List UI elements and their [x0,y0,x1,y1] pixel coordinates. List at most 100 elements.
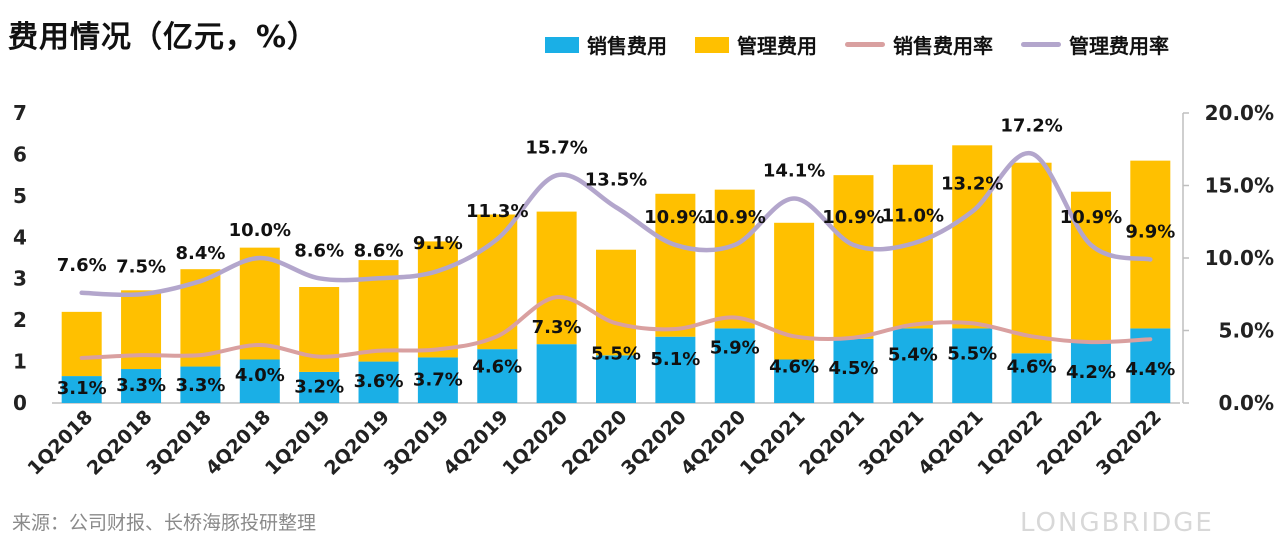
bar-sales [180,366,221,403]
label-admin-rate: 9.1% [413,233,463,254]
bar-sales [239,359,280,403]
legend-label-admin-rate: 管理费用率 [1069,34,1169,58]
source-note: 来源：公司财报、长桥海豚投研整理 [12,512,317,534]
bar-sales [714,328,755,403]
label-sales-rate: 5.5% [591,343,641,364]
label-sales-rate: 5.1% [650,349,700,370]
y-right-tick-label: 5.0% [1219,319,1274,343]
label-sales-rate: 4.5% [829,358,879,379]
label-admin-rate: 10.9% [1060,207,1122,228]
line-sales-rate [79,295,1153,361]
y-left-tick-label: 3 [13,267,27,291]
bar-admin [833,175,874,339]
bar-admin [299,287,340,372]
bar-admin [1011,162,1052,354]
y-right-tick-label: 15.0% [1205,174,1274,198]
bar-sales [952,328,993,403]
bar-sales [1011,353,1052,403]
bar-admin [239,247,280,360]
bar-admin [1130,160,1171,329]
label-admin-rate: 10.9% [704,207,766,228]
legend-item-admin-rate: 管理费用率 [1021,30,1169,59]
y-right-tick-label: 20.0% [1205,101,1274,125]
legend-item-admin: 管理费用 [695,30,817,59]
label-admin-rate: 13.2% [941,174,1003,195]
bar-admin [536,211,577,345]
bar-sales [61,376,102,403]
y-left-tick-label: 4 [13,225,27,249]
bar-sales [417,357,458,403]
chart-title: 费用情况（亿元，%） [8,20,319,55]
legend-label-admin: 管理费用 [737,34,817,58]
y-left-tick-label: 2 [13,308,27,332]
bar-admin [358,260,399,362]
legend-swatch-sales [545,36,579,53]
bar-admin [1070,191,1111,343]
label-admin-rate: 9.9% [1125,221,1175,242]
legend-swatch-sales-rate [845,42,885,47]
legend-label-sales-rate: 销售费用率 [893,34,993,58]
bar-sales [477,349,518,403]
label-sales-rate: 3.1% [57,378,107,399]
label-sales-rate: 7.3% [532,317,582,338]
y-left-tick-label: 1 [13,350,27,374]
bar-admin [655,193,696,337]
bar-sales [1070,342,1111,403]
label-admin-rate: 10.0% [229,220,291,241]
label-admin-rate: 17.2% [1000,116,1062,137]
legend: 销售费用 管理费用 销售费用率 管理费用率 [545,30,1197,59]
bar-admin [596,249,636,356]
label-sales-rate: 3.3% [116,375,166,396]
label-sales-rate: 3.3% [175,375,225,396]
label-admin-rate: 7.6% [57,255,107,276]
x-tick-label: 3Q2022 [1092,406,1166,480]
label-sales-rate: 4.6% [1007,356,1057,377]
label-sales-rate: 4.2% [1066,362,1116,383]
label-admin-rate: 11.3% [466,201,528,222]
bar-sales [655,336,696,403]
label-sales-rate: 4.6% [769,356,819,377]
label-sales-rate: 5.5% [947,343,997,364]
y-right-tick-label: 10.0% [1205,246,1274,270]
label-admin-rate: 8.6% [354,240,404,261]
y-left-tick-label: 5 [13,184,27,208]
label-admin-rate: 14.1% [763,161,825,182]
label-sales-rate: 4.4% [1125,359,1175,380]
legend-item-sales: 销售费用 [545,30,667,59]
bar-sales [833,338,874,403]
legend-swatch-admin-rate [1021,42,1061,47]
label-admin-rate: 11.0% [882,206,944,227]
bar-admin [714,189,755,329]
bar-sales [596,355,636,403]
label-admin-rate: 8.6% [294,240,344,261]
bar-admin [417,241,458,358]
watermark-logo: LONGBRIDGE [1020,508,1214,538]
y-left-tick-label: 6 [13,142,27,166]
label-admin-rate: 7.5% [116,256,166,277]
label-sales-rate: 5.9% [710,337,760,358]
bar-sales [358,361,399,403]
label-sales-rate: 3.7% [413,369,463,390]
label-admin-rate: 8.4% [175,243,225,264]
bar-sales [774,359,815,403]
label-sales-rate: 3.6% [354,371,404,392]
legend-item-sales-rate: 销售费用率 [845,30,993,59]
bar-sales [121,369,162,403]
y-right-tick-label: 0.0% [1219,391,1274,415]
bar-sales [892,328,933,403]
label-sales-rate: 5.4% [888,345,938,366]
label-admin-rate: 13.5% [585,169,647,190]
legend-swatch-admin [695,36,729,53]
label-sales-rate: 4.6% [472,356,522,377]
bar-admin [61,311,102,377]
bar-admin [952,145,993,329]
legend-label-sales: 销售费用 [587,34,667,58]
label-admin-rate: 15.7% [525,137,587,158]
label-admin-rate: 10.9% [822,207,884,228]
y-left-tick-label: 7 [13,101,27,125]
label-admin-rate: 10.9% [644,207,706,228]
y-left-tick-label: 0 [13,391,27,415]
label-sales-rate: 3.2% [294,377,344,398]
